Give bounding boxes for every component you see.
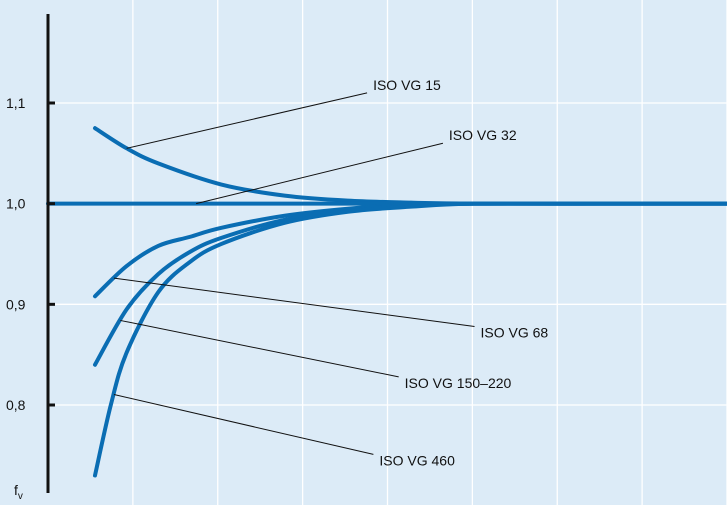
label-layer: ISO VG 15 ISO VG 32 ISO VG 68 ISO VG 150–22… xyxy=(373,77,548,468)
annotation-leader-4 xyxy=(113,394,374,455)
annotation-leader-0 xyxy=(126,92,368,149)
y-tick-label: 0,8 xyxy=(6,397,26,413)
annotation-label-4: ISO VG 460 xyxy=(379,452,455,468)
annotation-label-2: ISO VG 68 xyxy=(481,325,549,341)
series-layer xyxy=(46,126,727,478)
annotation-leader-1 xyxy=(196,142,444,205)
tick-layer: 0,8 0,9 1,0 1,1 xyxy=(6,95,55,413)
y-axis-label-subscript: v xyxy=(18,491,23,502)
y-axis-label: fv xyxy=(14,482,23,502)
y-tick-label: 1,0 xyxy=(6,196,26,212)
y-tick-label: 0,9 xyxy=(6,296,26,312)
annotation-label-0: ISO VG 15 xyxy=(373,77,441,93)
annotation-leader-2 xyxy=(113,277,475,328)
annotation-label-3: ISO VG 150–220 xyxy=(405,375,512,391)
leader-layer xyxy=(113,92,475,455)
annotation-leader-3 xyxy=(120,319,399,378)
series-line-4 xyxy=(93,201,727,478)
y-tick-label: 1,1 xyxy=(6,95,26,111)
annotation-label-1: ISO VG 32 xyxy=(449,127,517,143)
